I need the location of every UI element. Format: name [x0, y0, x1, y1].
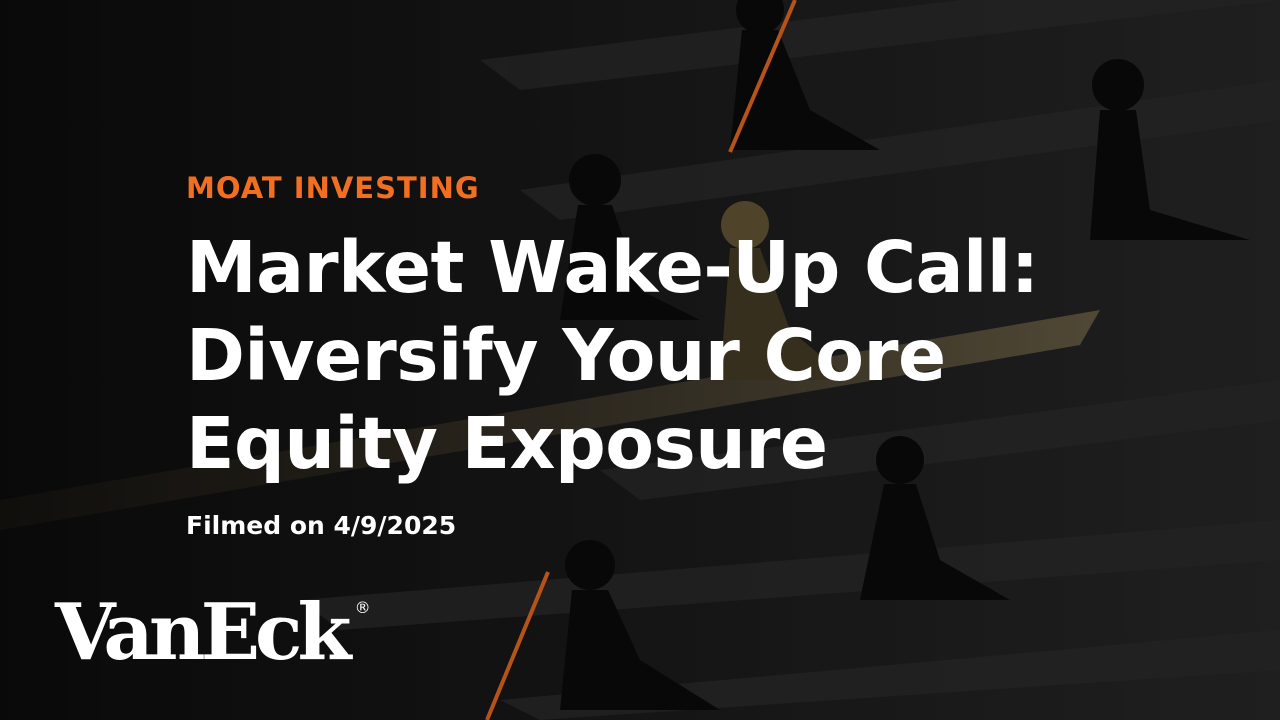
pawn-icons — [560, 0, 1250, 710]
vaneck-logo: VanEck — [55, 587, 352, 678]
page-title: Market Wake-Up Call: Diversify Your Core… — [186, 224, 1039, 488]
category-eyebrow: MOAT INVESTING — [186, 171, 480, 205]
orange-accent-line-bottom — [485, 571, 550, 720]
title-line: Equity Exposure — [186, 402, 828, 485]
registered-mark: ® — [354, 598, 371, 617]
title-line: Diversify Your Core — [186, 314, 946, 397]
title-line: Market Wake-Up Call: — [186, 226, 1039, 309]
filmed-date: Filmed on 4/9/2025 — [186, 511, 457, 540]
brand-logo-row: VanEck ® — [55, 588, 371, 678]
orange-accent-line-top — [728, 0, 797, 153]
gold-pawn-icon — [720, 201, 850, 380]
arrow-stripes — [300, 0, 1280, 720]
